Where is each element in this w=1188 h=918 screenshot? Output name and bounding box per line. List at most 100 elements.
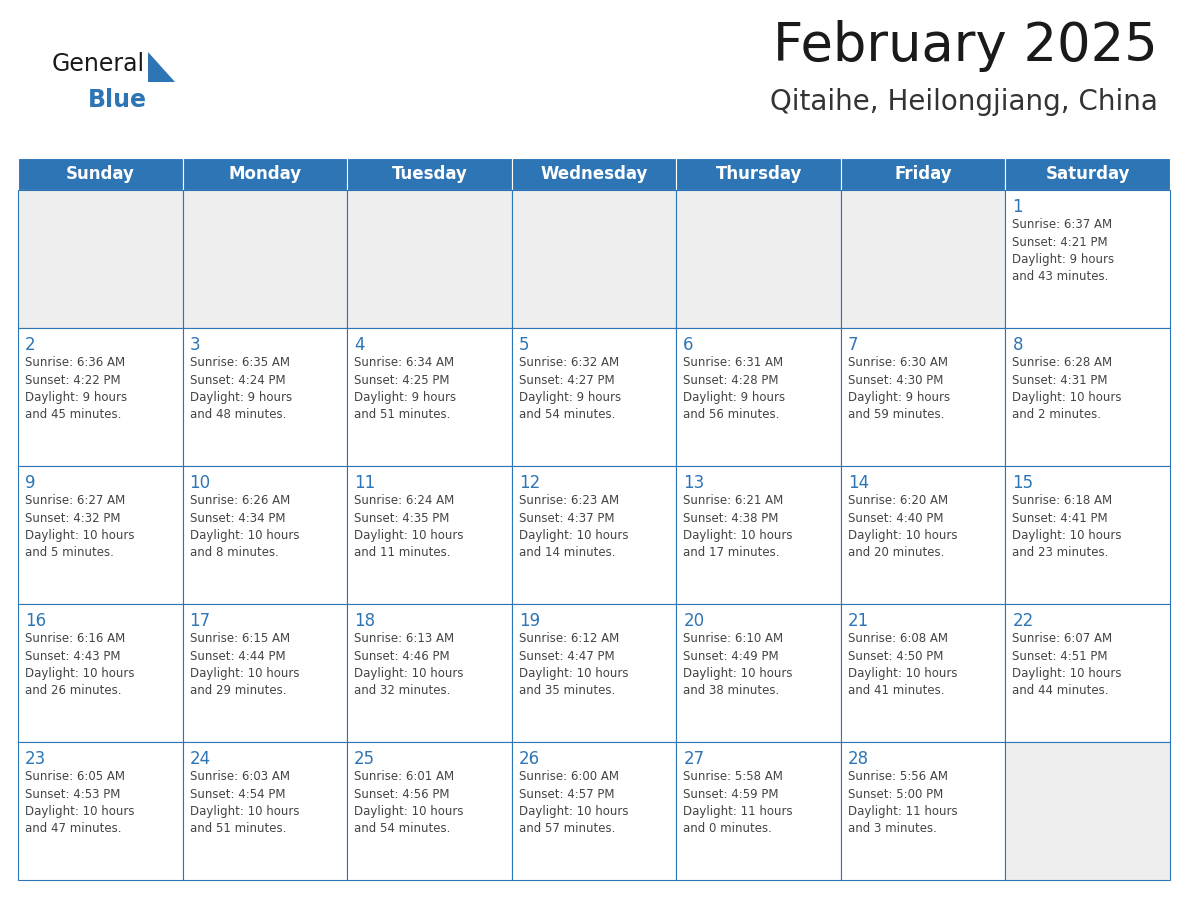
Text: 18: 18 [354,612,375,630]
Text: 27: 27 [683,750,704,768]
Text: 23: 23 [25,750,46,768]
Bar [1005,190,1170,328]
Text: 25: 25 [354,750,375,768]
Text: Sunrise: 6:08 AM
Sunset: 4:50 PM
Daylight: 10 hours
and 41 minutes.: Sunrise: 6:08 AM Sunset: 4:50 PM Dayligh… [848,632,958,698]
Text: 19: 19 [519,612,539,630]
Bar [183,466,347,604]
Text: 16: 16 [25,612,46,630]
Bar [676,742,841,880]
Bar [676,604,841,742]
Bar [347,466,512,604]
Text: Sunrise: 6:21 AM
Sunset: 4:38 PM
Daylight: 10 hours
and 17 minutes.: Sunrise: 6:21 AM Sunset: 4:38 PM Dayligh… [683,494,792,559]
Text: Sunrise: 6:28 AM
Sunset: 4:31 PM
Daylight: 10 hours
and 2 minutes.: Sunrise: 6:28 AM Sunset: 4:31 PM Dayligh… [1012,356,1121,421]
Text: Sunrise: 5:58 AM
Sunset: 4:59 PM
Daylight: 11 hours
and 0 minutes.: Sunrise: 5:58 AM Sunset: 4:59 PM Dayligh… [683,770,792,835]
Bar [347,742,512,880]
Text: Sunrise: 6:24 AM
Sunset: 4:35 PM
Daylight: 10 hours
and 11 minutes.: Sunrise: 6:24 AM Sunset: 4:35 PM Dayligh… [354,494,463,559]
Bar [347,604,512,742]
Text: Sunrise: 6:16 AM
Sunset: 4:43 PM
Daylight: 10 hours
and 26 minutes.: Sunrise: 6:16 AM Sunset: 4:43 PM Dayligh… [25,632,134,698]
Text: 7: 7 [848,336,859,354]
Bar [18,742,183,880]
Text: Sunday: Sunday [65,165,134,183]
Text: 28: 28 [848,750,868,768]
Text: Sunrise: 6:30 AM
Sunset: 4:30 PM
Daylight: 9 hours
and 59 minutes.: Sunrise: 6:30 AM Sunset: 4:30 PM Dayligh… [848,356,950,421]
Text: General: General [52,52,145,76]
Text: Saturday: Saturday [1045,165,1130,183]
Text: Sunrise: 6:00 AM
Sunset: 4:57 PM
Daylight: 10 hours
and 57 minutes.: Sunrise: 6:00 AM Sunset: 4:57 PM Dayligh… [519,770,628,835]
Bar [512,742,676,880]
Bar [183,604,347,742]
Text: Sunrise: 6:32 AM
Sunset: 4:27 PM
Daylight: 9 hours
and 54 minutes.: Sunrise: 6:32 AM Sunset: 4:27 PM Dayligh… [519,356,621,421]
Text: Sunrise: 6:35 AM
Sunset: 4:24 PM
Daylight: 9 hours
and 48 minutes.: Sunrise: 6:35 AM Sunset: 4:24 PM Dayligh… [190,356,292,421]
Bar [1005,158,1170,190]
Text: Sunrise: 6:37 AM
Sunset: 4:21 PM
Daylight: 9 hours
and 43 minutes.: Sunrise: 6:37 AM Sunset: 4:21 PM Dayligh… [1012,218,1114,284]
Polygon shape [148,52,175,82]
Text: Tuesday: Tuesday [392,165,467,183]
Bar [512,466,676,604]
Text: Sunrise: 6:15 AM
Sunset: 4:44 PM
Daylight: 10 hours
and 29 minutes.: Sunrise: 6:15 AM Sunset: 4:44 PM Dayligh… [190,632,299,698]
Bar [347,158,512,190]
Bar [18,328,183,466]
Text: Sunrise: 6:07 AM
Sunset: 4:51 PM
Daylight: 10 hours
and 44 minutes.: Sunrise: 6:07 AM Sunset: 4:51 PM Dayligh… [1012,632,1121,698]
Text: Sunrise: 6:13 AM
Sunset: 4:46 PM
Daylight: 10 hours
and 32 minutes.: Sunrise: 6:13 AM Sunset: 4:46 PM Dayligh… [354,632,463,698]
Bar [1005,328,1170,466]
Text: Sunrise: 6:23 AM
Sunset: 4:37 PM
Daylight: 10 hours
and 14 minutes.: Sunrise: 6:23 AM Sunset: 4:37 PM Dayligh… [519,494,628,559]
Bar [18,158,183,190]
Bar [841,328,1005,466]
Text: 5: 5 [519,336,529,354]
Bar [512,604,676,742]
Bar [676,328,841,466]
Text: 14: 14 [848,474,868,492]
Bar [183,158,347,190]
Text: 12: 12 [519,474,541,492]
Text: Sunrise: 6:10 AM
Sunset: 4:49 PM
Daylight: 10 hours
and 38 minutes.: Sunrise: 6:10 AM Sunset: 4:49 PM Dayligh… [683,632,792,698]
Bar [512,328,676,466]
Text: 15: 15 [1012,474,1034,492]
Bar [841,742,1005,880]
Bar [512,190,676,328]
Text: 20: 20 [683,612,704,630]
Bar [676,466,841,604]
Bar [18,604,183,742]
Bar [1005,742,1170,880]
Bar [18,466,183,604]
Text: Blue: Blue [88,88,147,112]
Text: 24: 24 [190,750,210,768]
Text: February 2025: February 2025 [773,20,1158,72]
Text: 17: 17 [190,612,210,630]
Text: Qitaihe, Heilongjiang, China: Qitaihe, Heilongjiang, China [770,88,1158,116]
Text: Sunrise: 6:20 AM
Sunset: 4:40 PM
Daylight: 10 hours
and 20 minutes.: Sunrise: 6:20 AM Sunset: 4:40 PM Dayligh… [848,494,958,559]
Text: Sunrise: 6:31 AM
Sunset: 4:28 PM
Daylight: 9 hours
and 56 minutes.: Sunrise: 6:31 AM Sunset: 4:28 PM Dayligh… [683,356,785,421]
Bar [18,190,183,328]
Text: Monday: Monday [228,165,302,183]
Bar [183,328,347,466]
Bar [1005,604,1170,742]
Text: 26: 26 [519,750,539,768]
Text: 4: 4 [354,336,365,354]
Text: Sunrise: 6:34 AM
Sunset: 4:25 PM
Daylight: 9 hours
and 51 minutes.: Sunrise: 6:34 AM Sunset: 4:25 PM Dayligh… [354,356,456,421]
Text: Sunrise: 6:27 AM
Sunset: 4:32 PM
Daylight: 10 hours
and 5 minutes.: Sunrise: 6:27 AM Sunset: 4:32 PM Dayligh… [25,494,134,559]
Text: Sunrise: 6:05 AM
Sunset: 4:53 PM
Daylight: 10 hours
and 47 minutes.: Sunrise: 6:05 AM Sunset: 4:53 PM Dayligh… [25,770,134,835]
Bar [841,158,1005,190]
Bar [1005,466,1170,604]
Text: 11: 11 [354,474,375,492]
Text: 6: 6 [683,336,694,354]
Bar [841,190,1005,328]
Bar [512,158,676,190]
Text: Sunrise: 6:01 AM
Sunset: 4:56 PM
Daylight: 10 hours
and 54 minutes.: Sunrise: 6:01 AM Sunset: 4:56 PM Dayligh… [354,770,463,835]
Text: 3: 3 [190,336,201,354]
Text: Sunrise: 6:18 AM
Sunset: 4:41 PM
Daylight: 10 hours
and 23 minutes.: Sunrise: 6:18 AM Sunset: 4:41 PM Dayligh… [1012,494,1121,559]
Text: 1: 1 [1012,198,1023,216]
Text: Sunrise: 6:03 AM
Sunset: 4:54 PM
Daylight: 10 hours
and 51 minutes.: Sunrise: 6:03 AM Sunset: 4:54 PM Dayligh… [190,770,299,835]
Text: Sunrise: 6:26 AM
Sunset: 4:34 PM
Daylight: 10 hours
and 8 minutes.: Sunrise: 6:26 AM Sunset: 4:34 PM Dayligh… [190,494,299,559]
Text: Thursday: Thursday [715,165,802,183]
Text: 9: 9 [25,474,36,492]
Bar [841,604,1005,742]
Bar [183,190,347,328]
Bar [676,158,841,190]
Text: 2: 2 [25,336,36,354]
Text: Sunrise: 6:12 AM
Sunset: 4:47 PM
Daylight: 10 hours
and 35 minutes.: Sunrise: 6:12 AM Sunset: 4:47 PM Dayligh… [519,632,628,698]
Bar [347,328,512,466]
Bar [183,742,347,880]
Text: Sunrise: 6:36 AM
Sunset: 4:22 PM
Daylight: 9 hours
and 45 minutes.: Sunrise: 6:36 AM Sunset: 4:22 PM Dayligh… [25,356,127,421]
Bar [676,190,841,328]
